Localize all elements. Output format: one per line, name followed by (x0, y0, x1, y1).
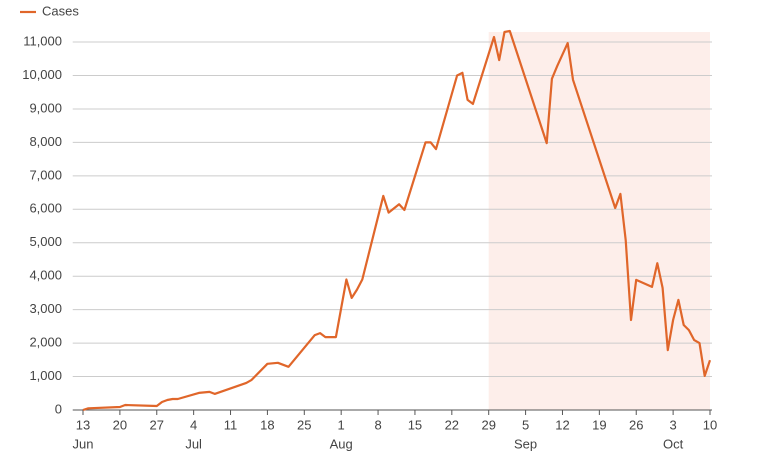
y-tick-label: 2,000 (29, 335, 62, 350)
x-tick-label: 19 (592, 417, 606, 432)
x-tick-label: 27 (150, 417, 164, 432)
legend-label: Cases (42, 3, 79, 18)
line (82, 29, 712, 412)
x-tick-label: 4 (190, 417, 197, 432)
x-tick-label: 18 (260, 417, 274, 432)
x-tick-label: 26 (629, 417, 643, 432)
x-tick-label: 8 (374, 417, 381, 432)
x-tick-label: 5 (522, 417, 529, 432)
y-tick-label: 10,000 (22, 67, 62, 82)
x-tick-label: 10 (703, 417, 717, 432)
x-tick-label: 1 (338, 417, 345, 432)
month-label: Oct (663, 436, 684, 451)
x-tick-label: 15 (408, 417, 422, 432)
y-tick-label: 3,000 (29, 301, 62, 316)
month-label: Sep (514, 436, 537, 451)
y-tick-label: 0 (55, 401, 62, 416)
x-tick-label: 20 (113, 417, 127, 432)
y-tick-label: 11,000 (23, 33, 62, 48)
x-tick-label: 29 (481, 417, 495, 432)
x-tick-label: 22 (445, 417, 459, 432)
y-tick-label: 6,000 (29, 201, 62, 216)
month-label: Jun (73, 436, 94, 451)
month-label: Jul (185, 436, 202, 451)
y-tick-label: 5,000 (29, 234, 62, 249)
y-tick-label: 8,000 (29, 134, 62, 149)
shaded-region (488, 32, 710, 410)
x-tick-label: 11 (224, 417, 238, 432)
month-label: Aug (330, 436, 353, 451)
y-tick-label: 1,000 (29, 368, 62, 383)
x-tick-label: 25 (297, 417, 311, 432)
y-tick-label: 9,000 (29, 100, 62, 115)
x-tick-label: 3 (670, 417, 677, 432)
y-tick-label: 7,000 (29, 167, 62, 182)
y-tick-label: 4,000 (29, 268, 62, 283)
x-tick-label: 13 (76, 417, 90, 432)
x-tick-label: 12 (555, 417, 569, 432)
